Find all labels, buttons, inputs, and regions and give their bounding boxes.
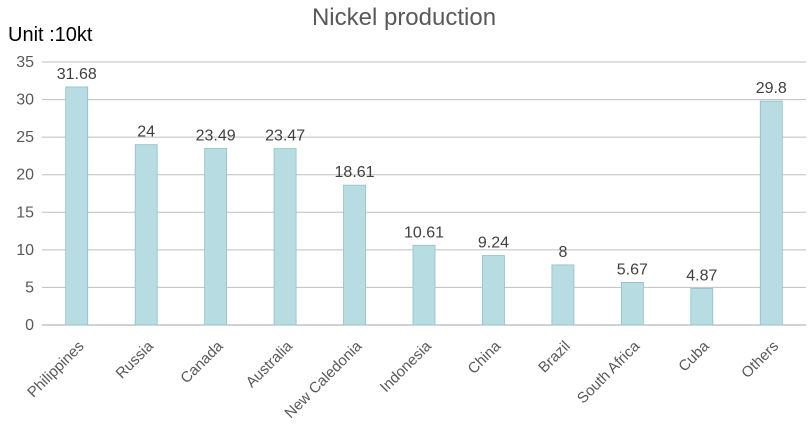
x-tick-label: Russia bbox=[113, 337, 158, 382]
data-label: 31.68 bbox=[57, 66, 97, 83]
data-label: 18.61 bbox=[335, 164, 375, 181]
data-label: 5.67 bbox=[617, 261, 648, 278]
y-tick-label: 0 bbox=[25, 317, 34, 334]
x-tick-label: Cuba bbox=[675, 337, 713, 375]
x-tick-label: Others bbox=[738, 338, 782, 382]
bar bbox=[551, 264, 575, 326]
bar bbox=[134, 144, 158, 326]
unit-label: Unit :10kt bbox=[8, 24, 93, 46]
data-label: 9.24 bbox=[478, 235, 509, 252]
data-label: 4.87 bbox=[686, 267, 717, 284]
x-tick-label: South Africa bbox=[574, 337, 644, 407]
data-label: 29.8 bbox=[756, 80, 787, 97]
x-tick-label: Philippines bbox=[24, 338, 87, 401]
x-tick-label: Indonesia bbox=[377, 337, 435, 395]
bar bbox=[482, 255, 505, 326]
data-label: 8 bbox=[558, 244, 567, 261]
data-label: 24 bbox=[137, 124, 155, 141]
bar bbox=[65, 86, 89, 326]
bar bbox=[412, 244, 436, 326]
bar bbox=[343, 184, 366, 326]
bar bbox=[273, 148, 297, 326]
y-tick-label: 30 bbox=[16, 92, 34, 109]
x-tick-label: China bbox=[465, 337, 505, 377]
data-label: 10.61 bbox=[404, 224, 444, 241]
data-label: 23.47 bbox=[265, 128, 305, 145]
bar bbox=[690, 288, 714, 326]
chart-title: Nickel production bbox=[311, 4, 497, 31]
bar bbox=[620, 281, 644, 326]
data-label: 23.49 bbox=[196, 127, 236, 144]
x-tick-label: Canada bbox=[177, 337, 227, 387]
y-tick-label: 20 bbox=[16, 167, 34, 184]
x-tick-label: Australia bbox=[243, 337, 297, 391]
y-tick-label: 5 bbox=[25, 279, 34, 296]
y-tick-label: 10 bbox=[16, 242, 34, 259]
x-tick-label: Brazil bbox=[535, 338, 574, 377]
bar bbox=[204, 148, 228, 326]
bar bbox=[759, 100, 783, 326]
y-tick-label: 35 bbox=[16, 54, 34, 71]
y-tick-label: 25 bbox=[16, 129, 34, 146]
y-tick-label: 15 bbox=[16, 204, 34, 221]
